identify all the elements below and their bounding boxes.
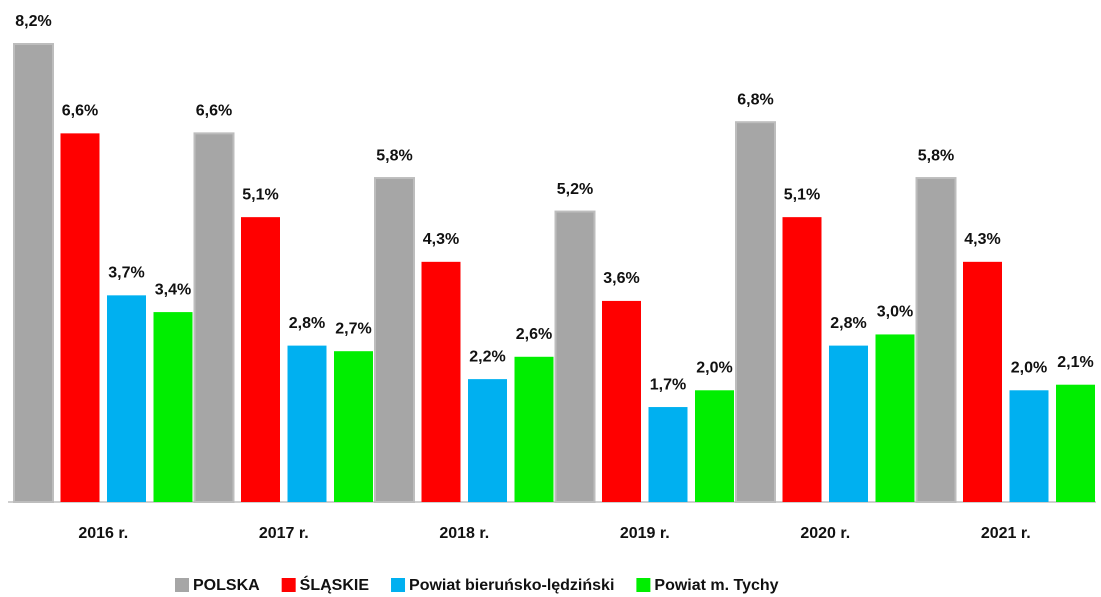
data-label: 2,0% [696, 360, 732, 377]
data-label: 4,3% [423, 231, 459, 248]
bar [374, 177, 415, 504]
bar [193, 132, 235, 504]
bar [648, 407, 688, 502]
bar [13, 43, 54, 503]
bar [829, 345, 868, 502]
data-label: 2,8% [289, 315, 325, 332]
bar [241, 217, 280, 502]
bar [554, 210, 596, 503]
x-tick-label: 2017 r. [259, 525, 309, 542]
data-label: 6,6% [62, 103, 98, 120]
data-label: 2,1% [1057, 354, 1093, 371]
x-tick-label: 2018 r. [439, 525, 489, 542]
bar [735, 121, 776, 503]
bar [602, 300, 641, 502]
data-label: 3,7% [108, 265, 144, 282]
data-label: 5,8% [918, 147, 954, 164]
bar [107, 295, 146, 502]
data-label: 4,3% [964, 231, 1000, 248]
bar [468, 379, 507, 502]
legend-label: Powiat bieruńsko-lędziński [409, 577, 614, 594]
bar [334, 351, 373, 502]
data-label: 2,2% [469, 348, 505, 365]
legend-label: Powiat m. Tychy [654, 577, 778, 594]
data-label: 2,8% [830, 315, 866, 332]
legend-swatch [391, 578, 406, 592]
data-label: 1,7% [650, 376, 686, 393]
data-label: 5,1% [784, 186, 820, 203]
data-label: 5,2% [557, 181, 593, 198]
data-label: 3,4% [155, 281, 191, 298]
legend-swatch [281, 578, 296, 592]
data-label: 8,2% [15, 13, 51, 30]
bar [1009, 390, 1049, 502]
data-label: 3,6% [603, 270, 639, 287]
x-tick-label: 2016 r. [78, 525, 128, 542]
x-tick-label: 2019 r. [620, 525, 670, 542]
bar [287, 345, 327, 502]
x-tick-label: 2021 r. [981, 525, 1031, 542]
data-label: 5,8% [376, 147, 412, 164]
bar [514, 356, 554, 502]
bar [875, 334, 915, 502]
data-label: 2,6% [516, 326, 552, 343]
bar [963, 261, 1002, 502]
data-label: 2,7% [335, 320, 371, 337]
bar [915, 177, 957, 504]
x-tick-label: 2020 r. [800, 525, 850, 542]
bar [153, 312, 193, 502]
bar [695, 390, 734, 502]
legend-label: POLSKA [193, 577, 260, 594]
bar [421, 261, 461, 502]
legend-label: ŚLĄSKIE [300, 575, 370, 594]
legend-swatch [636, 578, 651, 592]
data-label: 2,0% [1011, 360, 1047, 377]
data-label: 6,8% [737, 91, 773, 108]
bar [1056, 384, 1095, 502]
bar [782, 217, 822, 502]
legend-swatch [175, 578, 189, 592]
data-label: 6,6% [196, 103, 232, 120]
data-label: 3,0% [877, 304, 913, 321]
data-label: 5,1% [242, 186, 278, 203]
bar [60, 133, 100, 503]
